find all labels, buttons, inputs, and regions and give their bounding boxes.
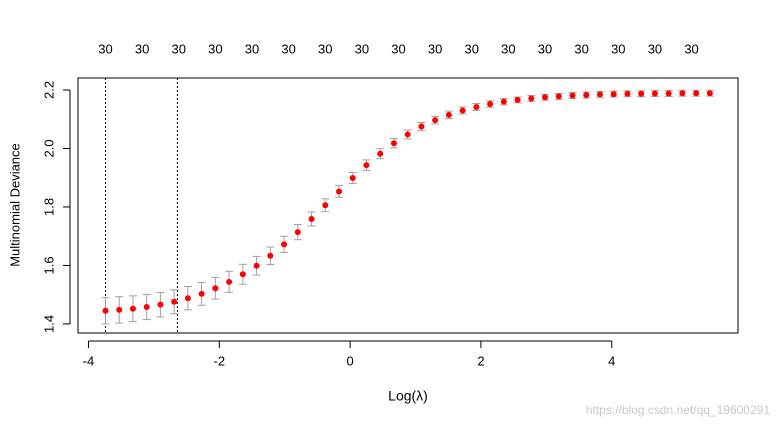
top-label: 30: [501, 41, 515, 56]
point: [322, 202, 329, 209]
point: [583, 91, 590, 98]
point: [226, 278, 233, 285]
point: [514, 96, 521, 103]
y-tick-label: 2.2: [41, 81, 56, 99]
point: [610, 91, 617, 98]
top-label: 30: [171, 41, 185, 56]
watermark: https://blog.csdn.net/qq_19600291: [586, 403, 770, 417]
point: [665, 90, 672, 97]
point: [212, 285, 219, 292]
x-tick-label: 2: [477, 353, 484, 368]
point: [253, 262, 260, 269]
point: [404, 131, 411, 138]
point: [555, 93, 562, 100]
top-label: 30: [281, 41, 295, 56]
point: [418, 123, 425, 130]
point: [500, 98, 507, 105]
top-label: 30: [428, 41, 442, 56]
top-label: 30: [355, 41, 369, 56]
x-tick-label: -2: [214, 353, 226, 368]
point: [171, 298, 178, 305]
point: [693, 90, 700, 97]
y-tick-label: 1.4: [41, 315, 56, 333]
top-label: 30: [135, 41, 149, 56]
point: [102, 307, 109, 314]
point: [706, 90, 713, 97]
point: [184, 295, 191, 302]
y-tick-label: 1.8: [41, 198, 56, 216]
point: [349, 175, 356, 182]
point: [487, 101, 494, 108]
top-label: 30: [245, 41, 259, 56]
point: [596, 91, 603, 98]
top-label: 30: [538, 41, 552, 56]
x-axis-label: Log(λ): [388, 388, 428, 404]
point: [377, 150, 384, 157]
top-label: 30: [208, 41, 222, 56]
point: [363, 162, 370, 169]
point: [294, 229, 301, 236]
point: [281, 241, 288, 248]
point: [569, 92, 576, 99]
point: [459, 107, 466, 114]
y-tick-label: 1.6: [41, 256, 56, 274]
top-label: 30: [648, 41, 662, 56]
plot-frame: [77, 77, 739, 334]
top-label: 30: [684, 41, 698, 56]
y-tick-label: 2.0: [41, 139, 56, 157]
point: [624, 90, 631, 97]
top-label: 30: [611, 41, 625, 56]
point: [528, 95, 535, 102]
point: [308, 215, 315, 222]
point: [390, 140, 397, 147]
top-label: 30: [98, 41, 112, 56]
x-tick-label: 0: [346, 353, 353, 368]
top-label: 30: [465, 41, 479, 56]
point: [335, 188, 342, 195]
point: [432, 117, 439, 124]
point: [116, 306, 123, 313]
point: [445, 111, 452, 118]
point: [129, 305, 136, 312]
point: [651, 90, 658, 97]
point: [157, 301, 164, 308]
x-tick-label: -4: [83, 353, 95, 368]
point: [267, 252, 274, 259]
y-axis-label: Multinomial Deviance: [7, 143, 22, 267]
point: [473, 103, 480, 110]
top-label: 30: [391, 41, 405, 56]
point: [143, 303, 150, 310]
top-label: 30: [318, 41, 332, 56]
x-tick-label: 4: [608, 353, 615, 368]
point: [542, 94, 549, 101]
point: [679, 90, 686, 97]
point: [198, 290, 205, 297]
point: [638, 90, 645, 97]
top-label: 30: [574, 41, 588, 56]
point: [239, 271, 246, 278]
